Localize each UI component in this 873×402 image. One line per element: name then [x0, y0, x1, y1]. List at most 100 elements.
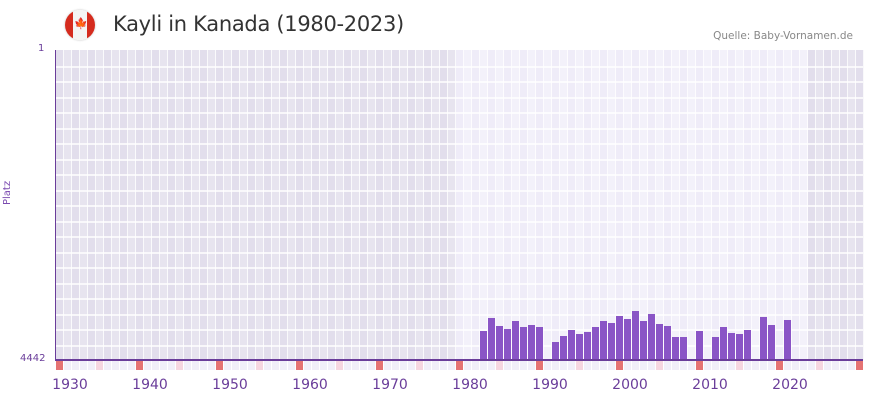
year-marker [728, 361, 735, 370]
bar-2016[interactable] [760, 317, 767, 360]
year-marker [232, 361, 239, 370]
grid-line [56, 313, 863, 316]
year-marker [672, 361, 679, 370]
year-marker [664, 361, 671, 370]
bar-2006[interactable] [680, 336, 687, 360]
bar-1997[interactable] [608, 323, 615, 360]
bar-1986[interactable] [520, 326, 527, 360]
year-marker [400, 361, 407, 370]
bar-2013[interactable] [736, 333, 743, 360]
year-marker [792, 361, 799, 370]
year-marker [848, 361, 855, 370]
bar-1988[interactable] [536, 326, 543, 360]
y-axis-line [55, 50, 56, 361]
year-marker [840, 361, 847, 370]
year-marker [360, 361, 367, 370]
decade-marker [456, 361, 463, 370]
bar-2001[interactable] [640, 320, 647, 360]
decade-marker [616, 361, 623, 370]
bar-2004[interactable] [664, 326, 671, 360]
year-marker [472, 361, 479, 370]
x-tick-2010: 2010 [692, 377, 728, 393]
bar-1995[interactable] [592, 326, 599, 360]
year-marker [128, 361, 135, 370]
year-marker [440, 361, 447, 370]
bar-1999[interactable] [624, 318, 631, 360]
mid-decade-marker [96, 361, 103, 370]
bar-2012[interactable] [728, 332, 735, 360]
decade-marker [536, 361, 543, 370]
bar-2011[interactable] [720, 326, 727, 360]
year-marker [464, 361, 471, 370]
bar-1985[interactable] [512, 320, 519, 360]
year-marker [744, 361, 751, 370]
bar-2000[interactable] [632, 310, 639, 360]
grid-line [56, 329, 863, 331]
year-marker [184, 361, 191, 370]
grid-line [56, 96, 863, 99]
bar-2019[interactable] [784, 320, 791, 360]
bar-2005[interactable] [672, 336, 679, 360]
plot-area [56, 50, 864, 360]
grid-line [56, 112, 863, 114]
bar-2010[interactable] [712, 336, 719, 360]
year-marker [160, 361, 167, 370]
bar-2017[interactable] [768, 324, 775, 360]
bar-2003[interactable] [656, 323, 663, 360]
year-marker [80, 361, 87, 370]
year-marker [832, 361, 839, 370]
year-marker [784, 361, 791, 370]
year-marker [712, 361, 719, 370]
bar-1987[interactable] [528, 324, 535, 360]
year-marker [288, 361, 295, 370]
bar-1990[interactable] [552, 341, 559, 360]
x-axis-line [55, 359, 863, 361]
bar-1992[interactable] [568, 329, 575, 360]
bar-2002[interactable] [648, 313, 655, 360]
bar-2014[interactable] [744, 329, 751, 360]
year-marker [64, 361, 71, 370]
year-marker [88, 361, 95, 370]
year-marker [112, 361, 119, 370]
year-marker [520, 361, 527, 370]
year-marker [432, 361, 439, 370]
bar-1983[interactable] [496, 326, 503, 360]
mid-decade-marker [336, 361, 343, 370]
year-marker [192, 361, 199, 370]
decade-marker [216, 361, 223, 370]
bar-1998[interactable] [616, 315, 623, 360]
y-tick-bottom: 4442 [20, 353, 46, 364]
year-marker [600, 361, 607, 370]
bar-1994[interactable] [584, 332, 591, 360]
bar-1996[interactable] [600, 320, 607, 360]
bar-1981[interactable] [480, 330, 487, 360]
bar-1993[interactable] [576, 333, 583, 360]
year-marker [560, 361, 567, 370]
grid-line [56, 251, 863, 254]
decade-marker [136, 361, 143, 370]
grid-line [56, 282, 863, 285]
year-marker [264, 361, 271, 370]
bar-1984[interactable] [504, 329, 511, 360]
bar-1982[interactable] [488, 317, 495, 360]
mid-decade-marker [656, 361, 663, 370]
year-marker [344, 361, 351, 370]
year-marker [392, 361, 399, 370]
year-marker [408, 361, 415, 370]
grid-line [56, 205, 863, 207]
chart-title: Kayli in Kanada (1980-2023) [113, 12, 404, 36]
year-marker [200, 361, 207, 370]
year-marker [640, 361, 647, 370]
grid-line [56, 344, 863, 347]
y-axis-title: Platz [2, 180, 13, 205]
year-marker [688, 361, 695, 370]
bar-2008[interactable] [696, 330, 703, 360]
year-marker [608, 361, 615, 370]
year-marker [720, 361, 727, 370]
mid-decade-marker [736, 361, 743, 370]
bar-1991[interactable] [560, 335, 567, 360]
year-marker [240, 361, 247, 370]
grid-line [56, 174, 863, 176]
x-tick-1930: 1930 [52, 377, 88, 393]
year-marker [568, 361, 575, 370]
